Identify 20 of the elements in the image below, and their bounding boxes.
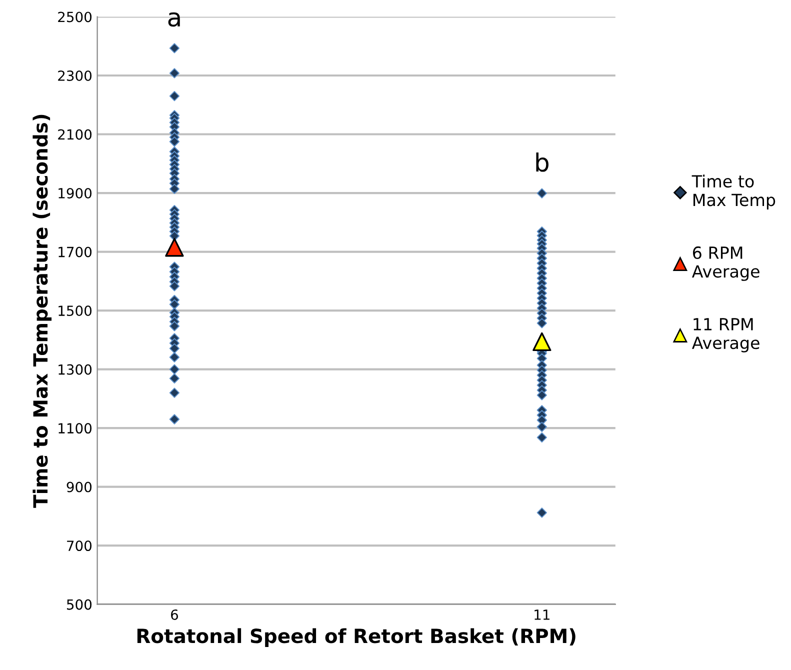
x-tick-label: 11 [534,610,550,620]
annotation: b [536,152,548,172]
x-tick-label: 6 [171,609,178,620]
y-tick-label: 1100 [58,423,92,434]
y-tick-label: 500 [66,599,92,610]
annotation: a [168,12,180,27]
legend-label: Time to Max Temp [692,174,776,210]
legend-label: 6 RPM Average [692,246,760,281]
y-tick-label: 900 [66,482,92,492]
y-axis-title: Time to Max Temperature (seconds) [32,114,52,508]
y-tick-label: 1900 [58,188,92,198]
y-tick-label: 2100 [58,129,92,140]
y-tick-label: 2500 [58,12,92,22]
y-tick-label: 700 [67,540,92,552]
y-tick-label: 2300 [58,70,92,81]
y-tick-label: 1700 [58,246,92,258]
y-tick-label: 1500 [58,306,92,316]
x-axis-title: Rotatonal Speed of Retort Basket (RPM) [137,628,576,648]
legend-label: 11 RPM Average [692,318,760,352]
y-tick-label: 1300 [58,364,92,375]
